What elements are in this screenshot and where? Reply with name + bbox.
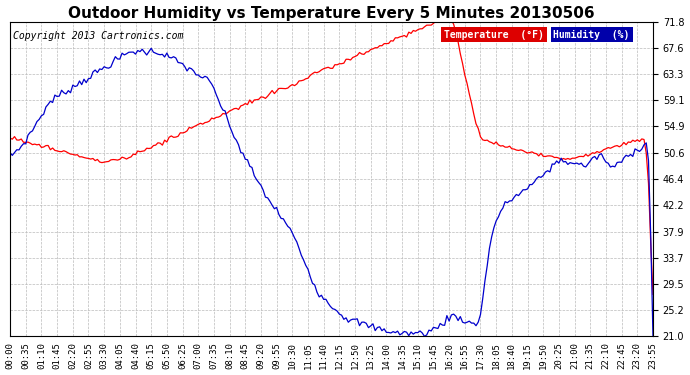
- Text: Copyright 2013 Cartronics.com: Copyright 2013 Cartronics.com: [13, 31, 184, 41]
- Text: Temperature  (°F): Temperature (°F): [444, 30, 544, 40]
- Title: Outdoor Humidity vs Temperature Every 5 Minutes 20130506: Outdoor Humidity vs Temperature Every 5 …: [68, 6, 595, 21]
- Text: Humidity  (%): Humidity (%): [553, 30, 630, 40]
